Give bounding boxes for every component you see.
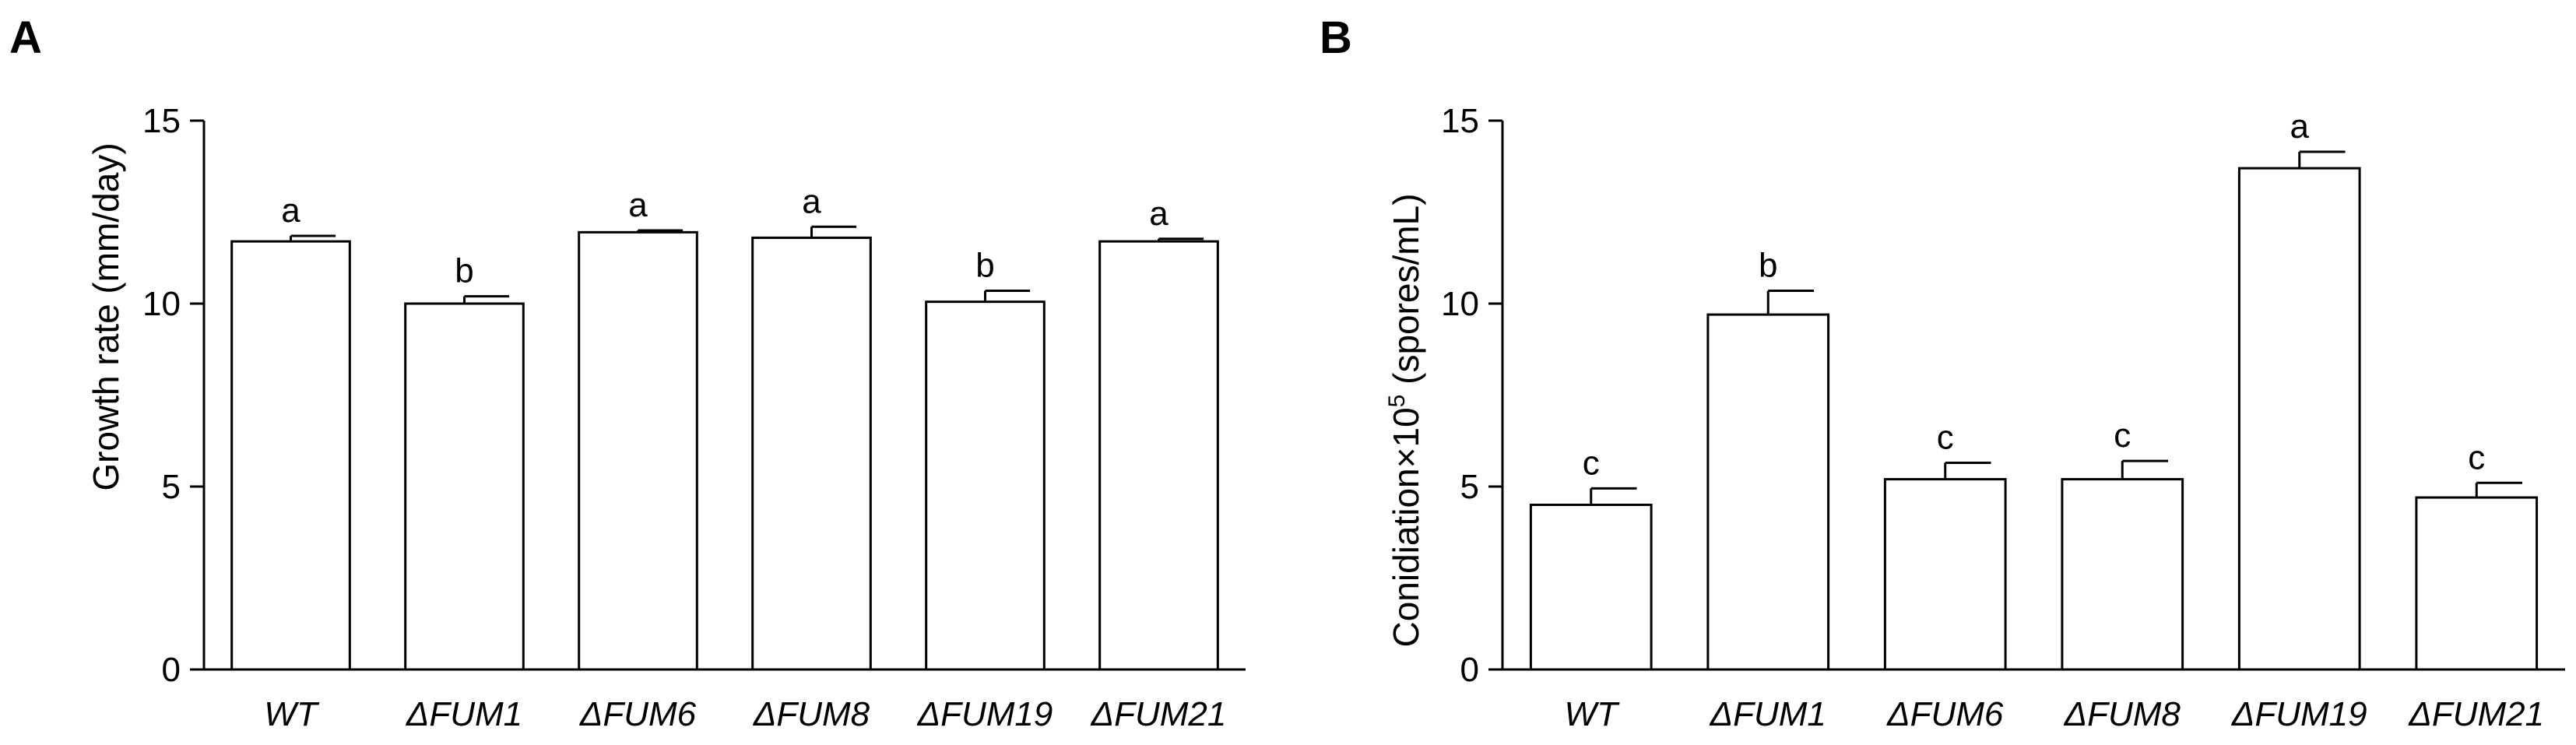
bar <box>751 236 872 671</box>
panel-b-label: B <box>1320 12 1352 63</box>
panel-a-plot-area: 0 5 10 15 a WT b ΔFUM1 a ΔFUM6 a ΔFUM8 b ΔFUM19 a ΔFUM2… <box>142 102 1246 733</box>
x-category-label: ΔFUM21 <box>1091 695 1227 733</box>
x-category-label: WT <box>1565 695 1621 733</box>
x-category-label: ΔFUM6 <box>1886 695 2004 733</box>
x-category-label: ΔFUM6 <box>579 695 697 733</box>
x-category-label: ΔFUM19 <box>2231 695 2367 733</box>
bar <box>925 300 1046 671</box>
y-tick-label: 0 <box>162 651 181 689</box>
significance-label: a <box>2290 107 2310 146</box>
significance-label: b <box>975 247 994 285</box>
panel-b-y-axis-title-units: (spores/mL) <box>1386 193 1426 394</box>
significance-label: b <box>1759 247 1777 285</box>
significance-label: c <box>1583 444 1600 482</box>
x-category-label: ΔFUM21 <box>2408 695 2544 733</box>
significance-label: c <box>2468 438 2485 476</box>
y-tick-label: 15 <box>142 102 181 140</box>
bar <box>404 302 525 671</box>
bar <box>1706 313 1830 671</box>
y-tick-label: 10 <box>142 285 181 323</box>
bar <box>2237 167 2361 671</box>
x-category-label: ΔFUM8 <box>2064 695 2181 733</box>
bar <box>1529 504 1653 671</box>
bar <box>578 230 698 671</box>
panel-a-label: A <box>9 12 42 63</box>
bar <box>2415 496 2539 671</box>
panel-b-y-axis-title-exponent: 5 <box>1384 395 1410 408</box>
significance-label: a <box>802 182 821 220</box>
panel-b-y-axis-title: Conidiation×105 (spores/mL) <box>1384 193 1426 647</box>
bar <box>1098 240 1219 671</box>
significance-label: c <box>1937 418 1954 456</box>
y-tick-label: 15 <box>1441 102 1479 140</box>
bar <box>230 240 351 671</box>
panel-b-conidiation-chart: B Conidiation×105 (spores/mL) 051015cWTb… <box>1320 12 2565 733</box>
y-tick-label: 10 <box>1441 285 1479 323</box>
x-category-label: WT <box>264 695 320 733</box>
panel-a-y-axis-title: Growth rate (mm/day) <box>86 142 126 490</box>
x-category-label: ΔFUM1 <box>406 695 522 733</box>
panel-a-growth-rate-chart: A Growth rate (mm/day) 0 5 10 15 a WT b ΔFUM1 a Δ… <box>9 12 1246 733</box>
x-category-label: ΔFUM1 <box>1710 695 1826 733</box>
significance-label: a <box>1149 195 1169 233</box>
x-category-label: ΔFUM19 <box>917 695 1053 733</box>
significance-label: b <box>455 252 473 290</box>
y-tick-label: 5 <box>1460 468 1479 506</box>
panel-b-plot-area: 0 5 10 15 c WT b ΔFUM1 c ΔFUM6 c ΔFUM8 a ΔFUM19 c ΔFUM2… <box>1441 102 2565 733</box>
bar <box>1883 478 2007 671</box>
x-category-label: ΔFUM8 <box>753 695 870 733</box>
significance-label: a <box>628 186 648 224</box>
panel-b-y-axis-title-prefix: Conidiation×10 <box>1386 407 1426 647</box>
y-tick-label: 5 <box>162 468 181 506</box>
bar <box>2061 478 2184 671</box>
significance-label: a <box>281 192 300 230</box>
y-tick-label: 0 <box>1460 651 1479 689</box>
significance-label: c <box>2114 416 2131 455</box>
